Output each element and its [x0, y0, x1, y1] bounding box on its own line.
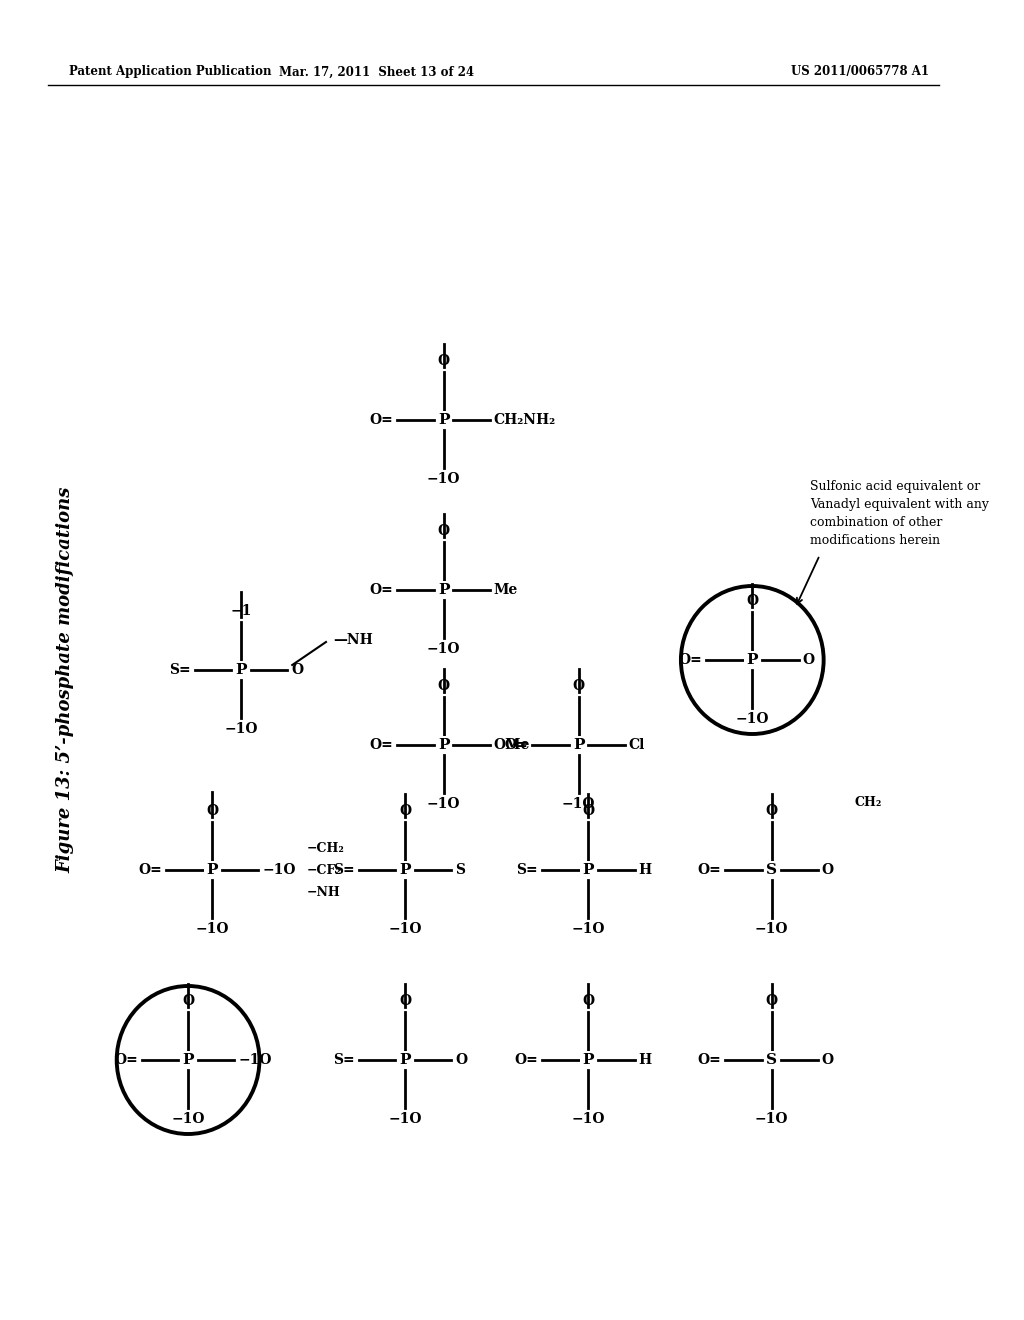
Text: −1: −1 [230, 605, 252, 618]
Text: O: O [456, 1053, 467, 1067]
Text: P: P [207, 863, 218, 876]
Text: P: P [583, 863, 594, 876]
Text: O: O [399, 994, 411, 1008]
Text: O: O [437, 678, 450, 693]
Text: P: P [583, 1053, 594, 1067]
Text: P: P [438, 413, 450, 426]
Text: US 2011/0065778 A1: US 2011/0065778 A1 [791, 66, 929, 78]
Text: −CF₂: −CF₂ [307, 863, 342, 876]
Text: O=: O= [370, 738, 393, 752]
Text: O: O [766, 804, 777, 818]
Text: −NH: −NH [307, 886, 340, 899]
Text: O=: O= [697, 1053, 722, 1067]
Text: −CH₂: −CH₂ [307, 842, 344, 854]
Text: H: H [639, 863, 651, 876]
Text: Mar. 17, 2011  Sheet 13 of 24: Mar. 17, 2011 Sheet 13 of 24 [279, 66, 474, 78]
Text: −1O: −1O [427, 642, 461, 656]
Text: O=: O= [114, 1053, 138, 1067]
Text: Cl: Cl [629, 738, 645, 752]
Text: −1O: −1O [196, 921, 229, 936]
Text: O: O [766, 994, 777, 1008]
Text: −1O: −1O [239, 1053, 271, 1067]
Text: Sulfonic acid equivalent or
Vanadyl equivalent with any
combination of other
mod: Sulfonic acid equivalent or Vanadyl equi… [810, 480, 989, 546]
Text: O: O [821, 1053, 834, 1067]
Text: O: O [399, 804, 411, 818]
Text: O: O [821, 863, 834, 876]
Text: −1O: −1O [171, 1111, 205, 1126]
Text: −1O: −1O [224, 722, 258, 737]
Text: S: S [456, 863, 465, 876]
Text: P: P [438, 583, 450, 597]
Text: —NH: —NH [334, 634, 374, 647]
Text: −1O: −1O [571, 1111, 605, 1126]
Text: O=: O= [514, 1053, 539, 1067]
Text: −1O: −1O [562, 797, 595, 810]
Text: O: O [746, 594, 759, 609]
Text: O: O [583, 804, 594, 818]
Text: S: S [766, 863, 777, 876]
Text: O=: O= [505, 738, 528, 752]
Text: O: O [182, 994, 195, 1008]
Text: −1O: −1O [755, 921, 788, 936]
Text: CH₂NH₂: CH₂NH₂ [494, 413, 556, 426]
Text: −1O: −1O [262, 863, 296, 876]
Text: O: O [572, 678, 585, 693]
Text: S=: S= [333, 863, 355, 876]
Text: O: O [291, 663, 303, 677]
Text: O=: O= [370, 583, 393, 597]
Text: O: O [437, 524, 450, 539]
Text: S=: S= [169, 663, 190, 677]
Text: P: P [399, 863, 411, 876]
Text: P: P [746, 653, 758, 667]
Text: P: P [182, 1053, 194, 1067]
Text: O: O [803, 653, 814, 667]
Text: CH₂: CH₂ [854, 796, 882, 808]
Text: S=: S= [516, 863, 539, 876]
Text: −1O: −1O [735, 711, 769, 726]
Text: −1O: −1O [388, 921, 422, 936]
Text: H: H [639, 1053, 651, 1067]
Text: −1O: −1O [571, 921, 605, 936]
Text: P: P [399, 1053, 411, 1067]
Text: O=: O= [138, 863, 162, 876]
Text: P: P [236, 663, 247, 677]
Text: Figure 13: 5’-phosphate modifications: Figure 13: 5’-phosphate modifications [56, 487, 75, 874]
Text: P: P [438, 738, 450, 752]
Text: −1O: −1O [388, 1111, 422, 1126]
Text: −1O: −1O [427, 473, 461, 486]
Text: O=: O= [370, 413, 393, 426]
Text: O=: O= [697, 863, 722, 876]
Text: Patent Application Publication: Patent Application Publication [70, 66, 272, 78]
Text: −1O: −1O [427, 797, 461, 810]
Text: O: O [437, 354, 450, 368]
Text: O=: O= [678, 653, 702, 667]
Text: S=: S= [333, 1053, 355, 1067]
Text: P: P [572, 738, 585, 752]
Text: S: S [766, 1053, 777, 1067]
Text: OMe: OMe [494, 738, 530, 752]
Text: −1O: −1O [755, 1111, 788, 1126]
Text: O: O [206, 804, 218, 818]
Text: O: O [583, 994, 594, 1008]
Text: Me: Me [494, 583, 518, 597]
